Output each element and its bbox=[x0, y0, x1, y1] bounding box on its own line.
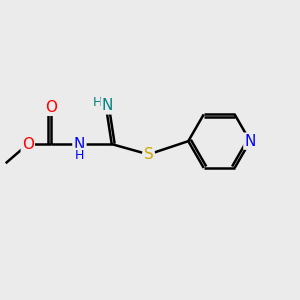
Text: H: H bbox=[75, 149, 84, 162]
Text: N: N bbox=[102, 98, 113, 113]
Text: O: O bbox=[22, 136, 34, 152]
Text: N: N bbox=[74, 136, 85, 152]
Text: H: H bbox=[93, 96, 102, 109]
Text: S: S bbox=[144, 147, 153, 162]
Text: N: N bbox=[244, 134, 256, 149]
Text: O: O bbox=[45, 100, 57, 115]
